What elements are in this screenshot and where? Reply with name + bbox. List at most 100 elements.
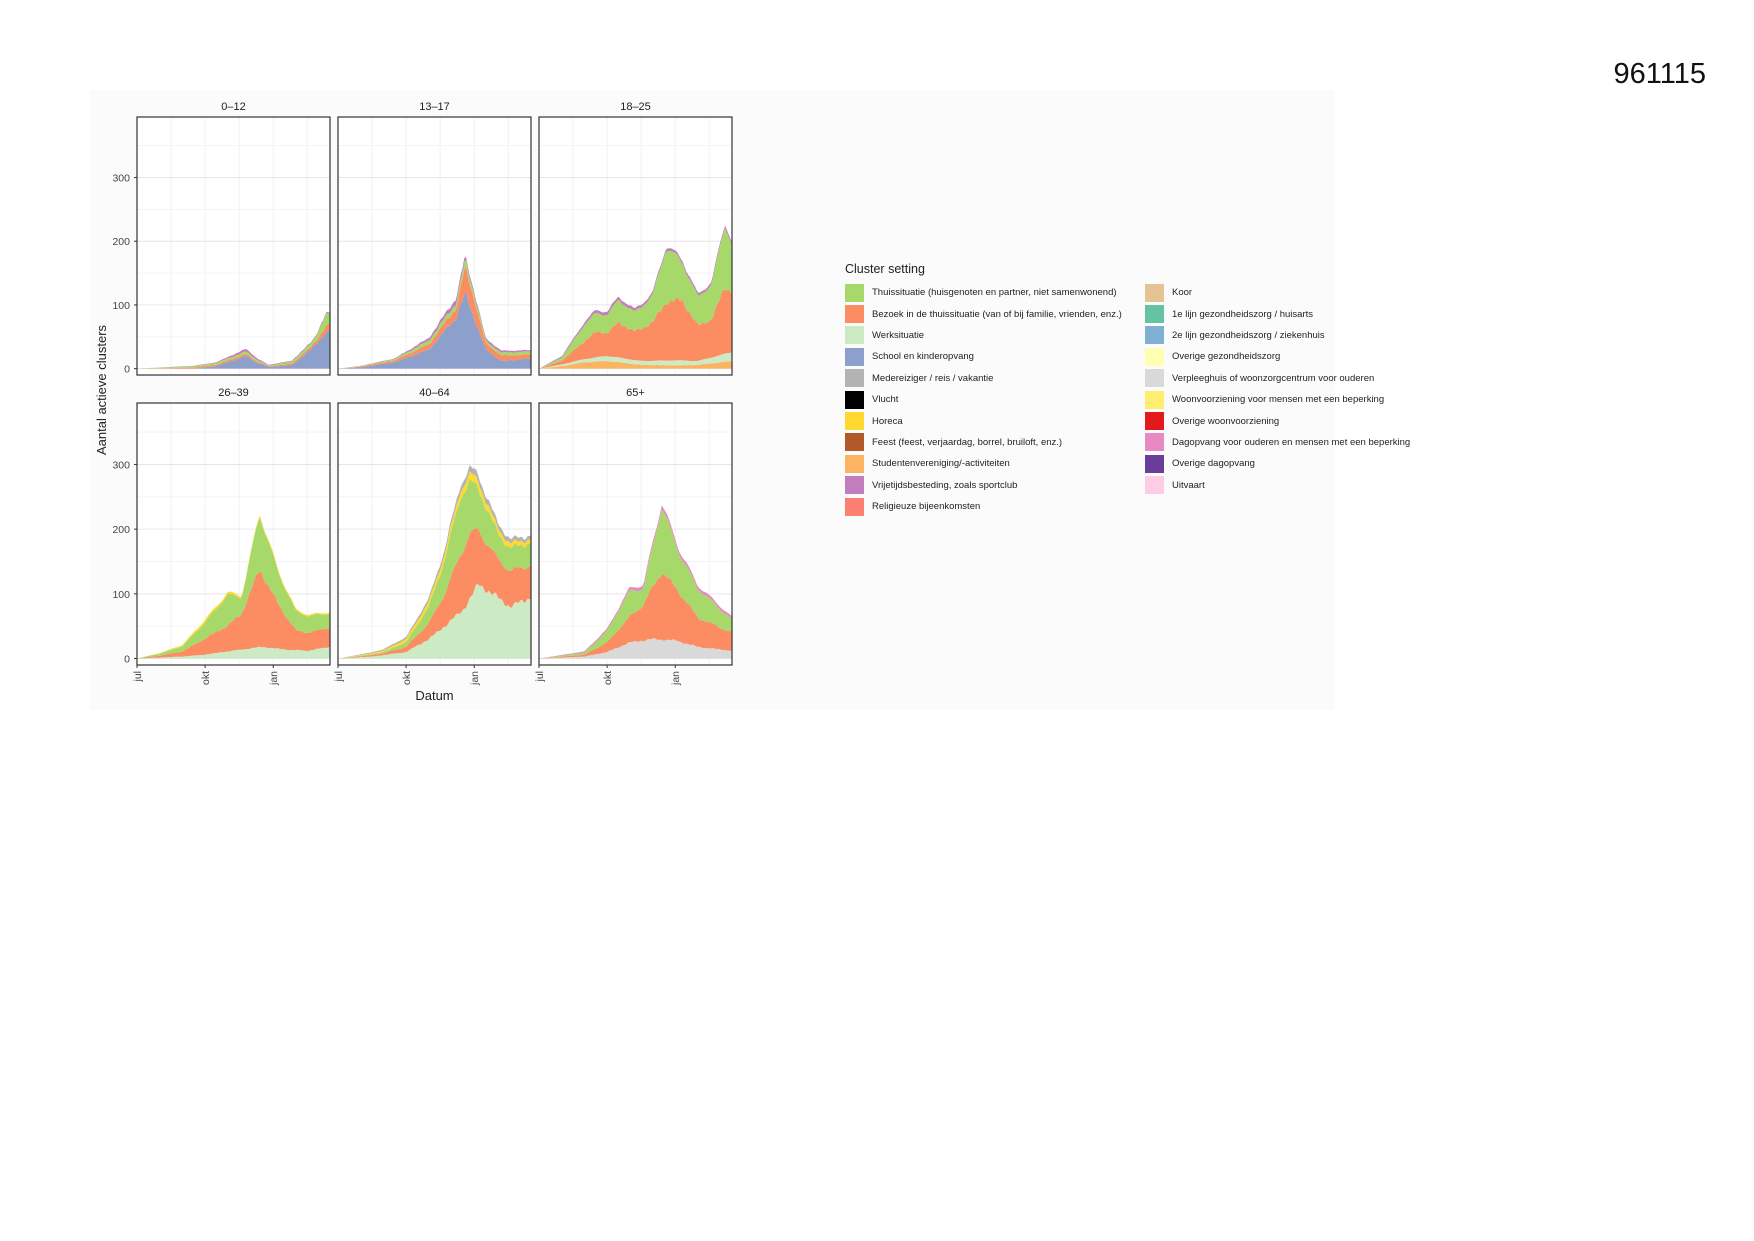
legend-swatch — [845, 283, 864, 302]
panel-title: 13–17 — [419, 101, 450, 113]
area-series-werksituatie — [539, 352, 732, 369]
legend-title: Cluster setting — [845, 262, 925, 276]
x-tick-label: jul — [333, 671, 345, 683]
legend-swatch — [1145, 476, 1164, 495]
legend-swatch — [1145, 369, 1164, 388]
legend-label: Dagopvang voor ouderen en mensen met een… — [1172, 436, 1411, 448]
area-series-werksituatie — [137, 646, 330, 659]
area-series-werksituatie — [338, 583, 531, 659]
y-tick-label: 300 — [112, 173, 130, 185]
legend-label: Woonvoorziening voor mensen met een bepe… — [1172, 394, 1385, 406]
legend-label: Studentenvereniging/-activiteiten — [872, 458, 1010, 470]
legend-swatch — [845, 412, 864, 431]
area-series-bezoek-in-de-thuissituatie-van-of-bij-familie-vrienden-enz — [539, 573, 732, 659]
faceted-area-chart: 0–12 0 100 200 300 13–17 18–25 26–39 0 100 200 300 j… — [90, 90, 1410, 710]
area-series-bezoek-in-de-thuissituatie-van-of-bij-familie-vrienden-enz — [338, 267, 531, 369]
legend-item: Religieuze bijeenkomsten — [845, 496, 1137, 517]
legend-item: 1e lijn gezondheidszorg / huisarts — [1145, 303, 1410, 324]
legend-label: Verpleeghuis of woonzorgcentrum voor oud… — [1172, 372, 1375, 384]
area-series-bezoek-in-de-thuissituatie-van-of-bij-familie-vrienden-enz — [338, 528, 531, 659]
x-tick-label: okt — [200, 671, 212, 685]
area-series-bezoek-in-de-thuissituatie-van-of-bij-familie-vrienden-enz — [137, 571, 330, 659]
legend-item: Dagopvang voor ouderen en mensen met een… — [1145, 432, 1410, 453]
legend-item: Koor — [1145, 282, 1410, 303]
x-tick-label: jan — [268, 671, 280, 686]
legend-item: Studentenvereniging/-activiteiten — [845, 453, 1137, 474]
legend-item: Verpleeghuis of woonzorgcentrum voor oud… — [1145, 368, 1410, 389]
legend-item: Bezoek in de thuissituatie (van of bij f… — [845, 303, 1137, 324]
legend-swatch — [845, 497, 864, 516]
legend-item: Woonvoorziening voor mensen met een bepe… — [1145, 389, 1410, 410]
legend-label: Overige woonvoorziening — [1172, 415, 1280, 427]
legend: Cluster setting Thuissituatie (huisgenot… — [845, 262, 1435, 517]
legend-column: Koor 1e lijn gezondheidszorg / huisarts 2e… — [1145, 282, 1410, 517]
legend-label: Overige dagopvang — [1172, 458, 1255, 470]
chart-canvas: 0–12 0 100 200 300 13–17 18–25 26–39 0 100 200 300 j… — [94, 101, 733, 703]
legend-label: Medereiziger / reis / vakantie — [872, 372, 994, 384]
area-series-studentenvereniging-activiteiten — [539, 360, 732, 369]
legend-item: Vrijetijdsbesteding, zoals sportclub — [845, 475, 1137, 496]
legend-swatch — [845, 326, 864, 345]
area-series-thuissituatie-huisgenoten-en-partner-niet-samenwonend — [137, 313, 330, 369]
y-tick-label: 0 — [124, 364, 130, 376]
panel-border — [136, 116, 331, 376]
legend-label: Vlucht — [872, 394, 899, 406]
x-tick-label: jan — [469, 671, 481, 686]
legend-item: Horeca — [845, 410, 1137, 431]
legend-item: 2e lijn gezondheidszorg / ziekenhuis — [1145, 325, 1410, 346]
panel-title: 65+ — [626, 387, 645, 399]
legend-item: School en kinderopvang — [845, 346, 1137, 367]
area-series-thuissituatie-huisgenoten-en-partner-niet-samenwonend — [539, 509, 732, 659]
y-tick-label: 300 — [112, 459, 130, 471]
legend-swatch — [1145, 390, 1164, 409]
legend-swatch — [1145, 412, 1164, 431]
panel-border — [337, 116, 532, 376]
legend-item: Overige dagopvang — [1145, 453, 1410, 474]
area-series-thuissituatie-huisgenoten-en-partner-niet-samenwonend — [338, 478, 531, 659]
x-axis-title: Datum — [415, 688, 453, 703]
x-tick-label: okt — [401, 671, 413, 685]
legend-swatch — [845, 454, 864, 473]
legend-label: Uitvaart — [1172, 479, 1205, 491]
document-number: 961115 — [1613, 58, 1706, 90]
legend-label: Horeca — [872, 415, 903, 427]
legend-label: 1e lijn gezondheidszorg / huisarts — [1172, 308, 1314, 320]
y-tick-label: 0 — [124, 654, 130, 666]
y-tick-label: 200 — [112, 236, 130, 248]
legend-item: Medereiziger / reis / vakantie — [845, 368, 1137, 389]
legend-item: Vlucht — [845, 389, 1137, 410]
legend-swatch — [845, 305, 864, 324]
y-tick-label: 100 — [112, 300, 130, 312]
area-series-verpleeghuis-of-woonzorgcentrum-voor-ouderen — [539, 638, 732, 659]
legend-swatch — [1145, 347, 1164, 366]
legend-item: Uitvaart — [1145, 475, 1410, 496]
x-tick-label: jul — [534, 671, 546, 683]
panel-title: 0–12 — [221, 101, 245, 113]
panel-title: 18–25 — [620, 101, 651, 113]
legend-label: Vrijetijdsbesteding, zoals sportclub — [872, 479, 1018, 491]
legend-swatch — [845, 390, 864, 409]
legend-item: Overige woonvoorziening — [1145, 410, 1410, 431]
panel-border — [337, 402, 532, 666]
legend-swatch — [1145, 283, 1164, 302]
panel-background — [137, 117, 330, 375]
area-series-bezoek-in-de-thuissituatie-van-of-bij-familie-vrienden-enz — [137, 323, 330, 369]
legend-label: Overige gezondheidszorg — [1172, 351, 1281, 363]
y-tick-label: 200 — [112, 524, 130, 536]
x-tick-label: jul — [132, 671, 144, 683]
area-series-school-en-kinderopvang — [137, 331, 330, 369]
panel-border — [538, 116, 733, 376]
panel-title: 26–39 — [218, 387, 249, 399]
legend-label: Bezoek in de thuissituatie (van of bij f… — [872, 308, 1122, 320]
legend-swatch — [1145, 326, 1164, 345]
legend-label: Thuissituatie (huisgenoten en partner, n… — [872, 287, 1117, 299]
legend-swatch — [845, 369, 864, 388]
legend-label: School en kinderopvang — [872, 351, 974, 363]
legend-swatch — [845, 476, 864, 495]
legend-label: Religieuze bijeenkomsten — [872, 501, 981, 513]
legend-label: Werksituatie — [872, 329, 925, 341]
panel-border — [538, 402, 733, 666]
legend-item: Werksituatie — [845, 325, 1137, 346]
panel-border — [136, 402, 331, 666]
legend-item: Feest (feest, verjaardag, borrel, bruilo… — [845, 432, 1137, 453]
